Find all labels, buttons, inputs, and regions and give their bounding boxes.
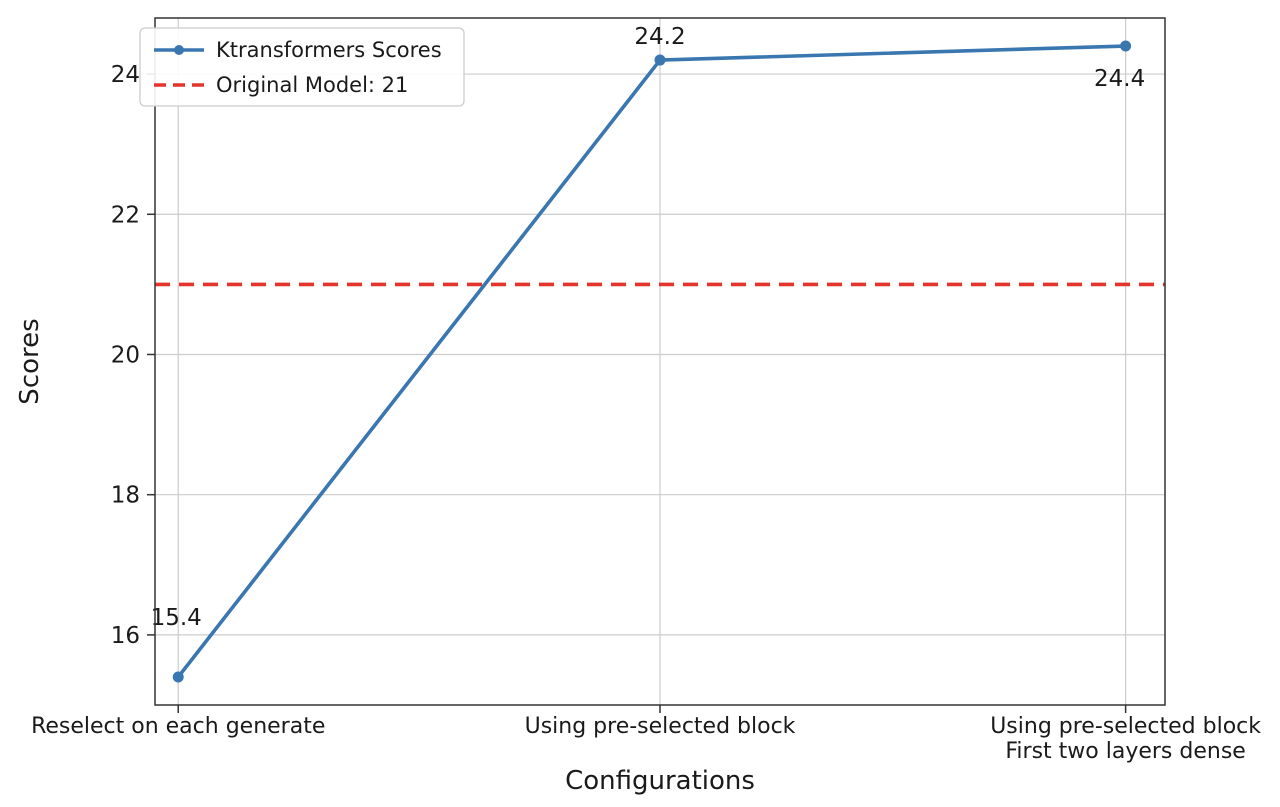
y-tick-label: 24 (111, 62, 140, 88)
y-tick-label: 22 (111, 202, 140, 228)
data-label: 24.4 (1094, 66, 1145, 92)
y-tick-label: 18 (111, 483, 140, 509)
x-tick-label: First two layers dense (1005, 739, 1245, 764)
legend-box (139, 27, 465, 107)
y-axis-title: Scores (15, 318, 45, 404)
x-tick-label: Reselect on each generate (31, 714, 325, 739)
y-tick-label: 20 (111, 342, 140, 368)
series-marker (1120, 40, 1132, 52)
x-axis-title: Configurations (565, 766, 755, 796)
series-marker (654, 54, 666, 66)
legend-reference-label: Original Model: 21 (216, 73, 408, 97)
series-marker (172, 671, 184, 683)
data-label: 24.2 (634, 24, 685, 50)
legend-series-marker (174, 45, 184, 55)
y-tick-label: 16 (111, 623, 140, 649)
x-tick-label: Using pre-selected block (525, 714, 796, 739)
legend-series-label: Ktransformers Scores (216, 38, 442, 62)
data-label: 15.4 (151, 605, 202, 631)
x-tick-label: Using pre-selected block (990, 714, 1261, 739)
